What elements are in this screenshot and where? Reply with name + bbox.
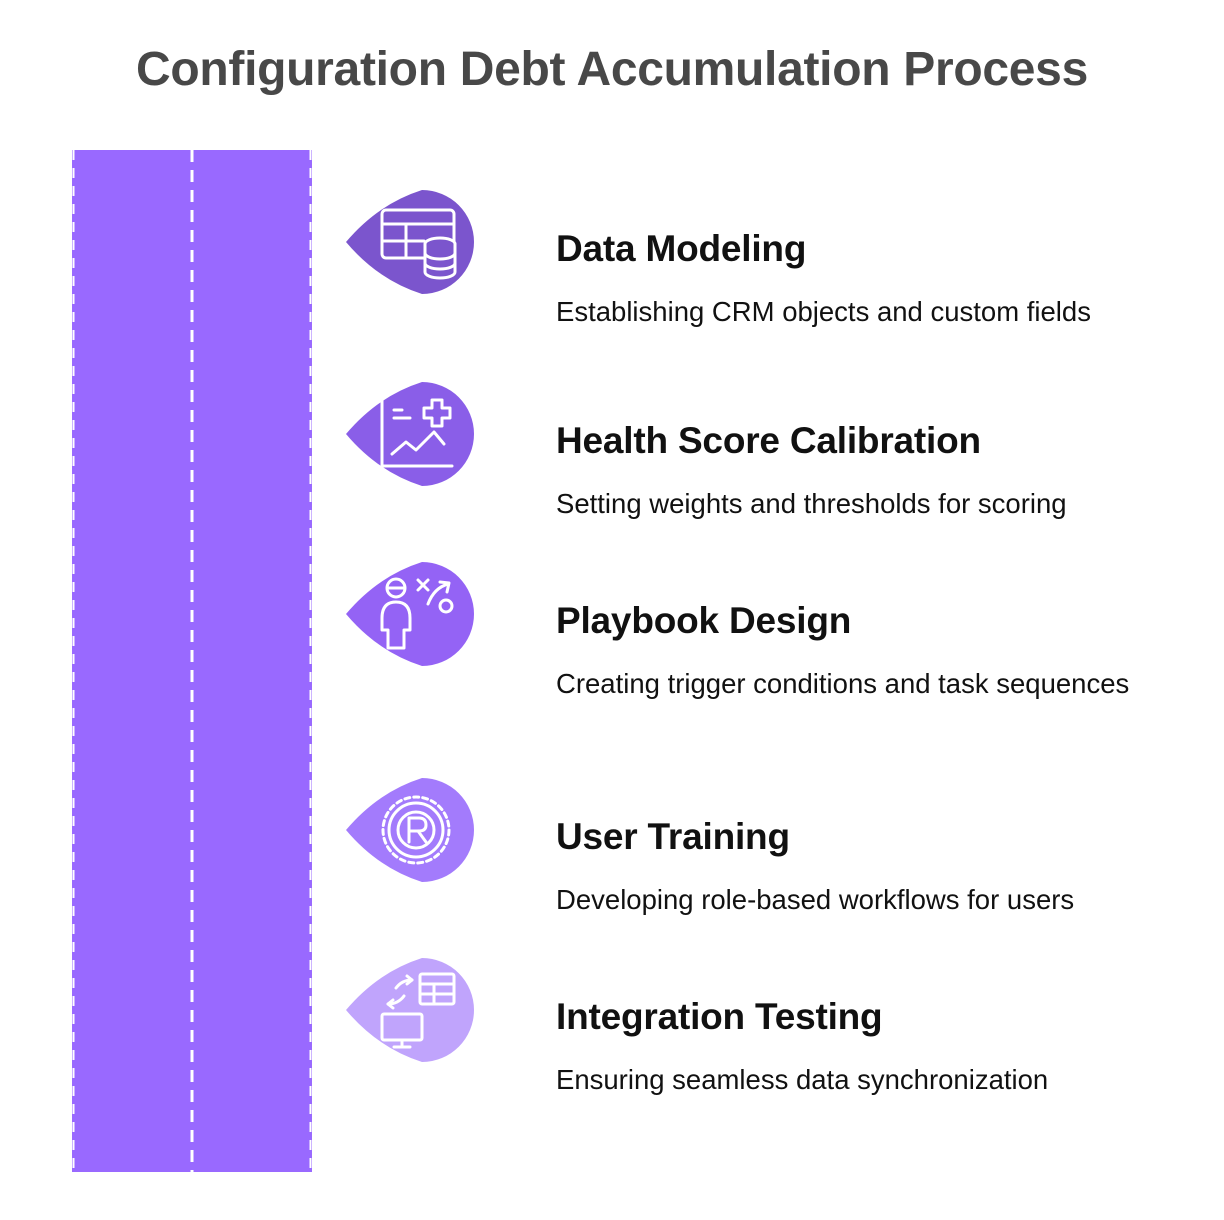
step-title: Integration Testing: [556, 996, 883, 1037]
step-description: Ensuring seamless data synchronization: [556, 1064, 1049, 1095]
person-strategy-icon: [380, 577, 454, 650]
road-lane: [72, 150, 312, 1172]
step-title: Health Score Calibration: [556, 420, 981, 461]
step-description: Establishing CRM objects and custom fiel…: [556, 296, 1091, 327]
gear-r-icon: [381, 795, 451, 865]
table-database-icon: [380, 208, 457, 280]
step-description: Developing role-based workflows for user…: [556, 884, 1075, 915]
step-title: Data Modeling: [556, 228, 807, 269]
step-description: Creating trigger conditions and task seq…: [556, 668, 1130, 699]
step-title: User Training: [556, 816, 790, 857]
chart-plus-icon: [380, 398, 454, 468]
step-title: Playbook Design: [556, 600, 852, 641]
step-description: Setting weights and thresholds for scori…: [556, 488, 1067, 519]
page-title: Configuration Debt Accumulation Process: [136, 43, 1088, 96]
sync-monitor-table-icon: [380, 972, 456, 1049]
